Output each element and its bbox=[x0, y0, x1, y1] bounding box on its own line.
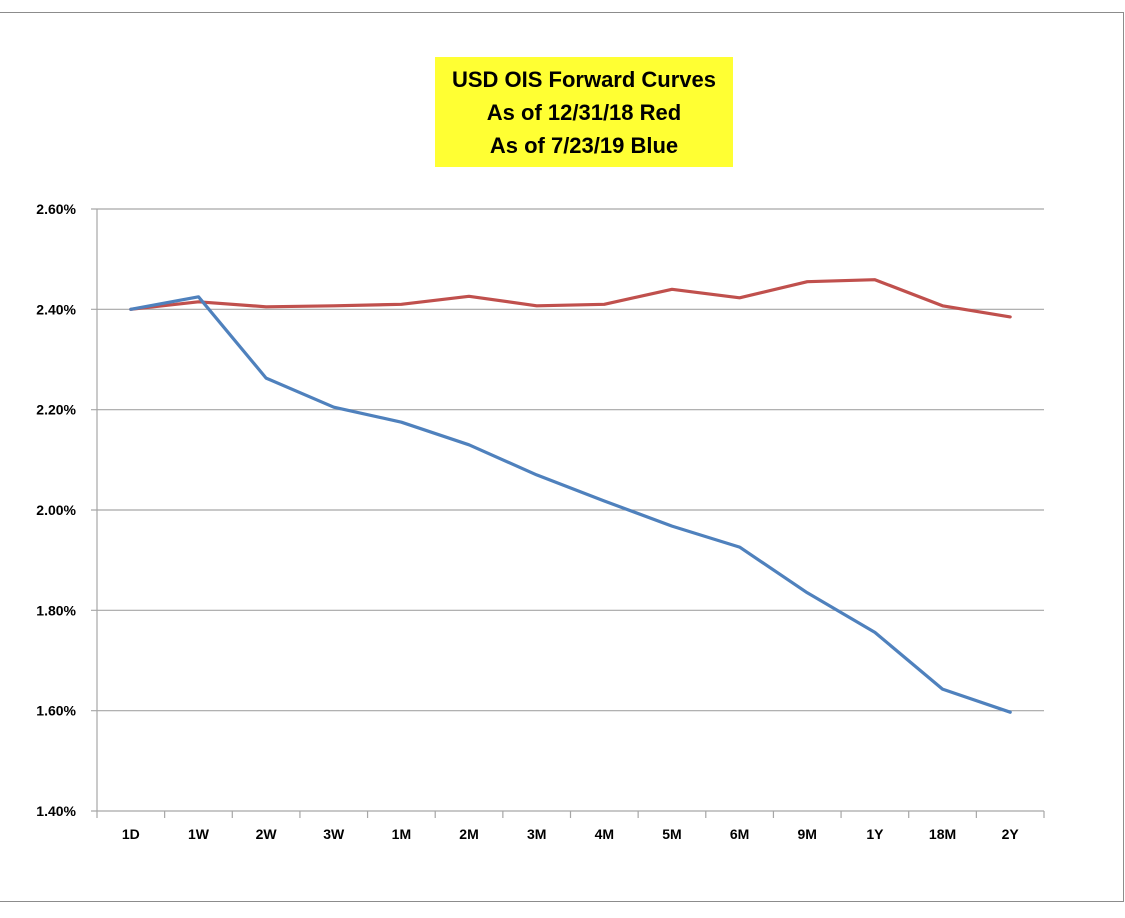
x-tick-label: 2W bbox=[256, 826, 278, 842]
x-tick-label: 1D bbox=[122, 826, 140, 842]
title-line-1: USD OIS Forward Curves bbox=[451, 67, 717, 92]
tick-labels: 1.40% 1.60% 1.80% 2.00% 2.20% 2.40% 2.60% 1D 1W 2… bbox=[36, 201, 1019, 842]
x-tick-label: 2Y bbox=[1002, 826, 1020, 842]
axes bbox=[96, 209, 1045, 818]
series-line-2 bbox=[129, 295, 1012, 714]
x-tick-label: 18M bbox=[929, 826, 956, 842]
chart-title: USD OIS Forward Curves As of 12/31/18 Re… bbox=[435, 57, 733, 167]
y-tick-label: 1.60% bbox=[36, 703, 76, 719]
x-tick-label: 2M bbox=[459, 826, 478, 842]
y-tick-label: 2.20% bbox=[36, 402, 76, 418]
x-tick-label: 1W bbox=[188, 826, 210, 842]
title-line-2: As of 12/31/18 Red bbox=[486, 100, 682, 125]
y-tick-label: 2.00% bbox=[36, 502, 76, 518]
y-tick-label: 2.40% bbox=[36, 301, 76, 317]
series-lines bbox=[129, 278, 1012, 714]
title-line-3: As of 7/23/19 Blue bbox=[489, 133, 679, 158]
x-tick-label: 9M bbox=[798, 826, 817, 842]
y-tick-label: 2.60% bbox=[36, 201, 76, 217]
x-tick-label: 6M bbox=[730, 826, 749, 842]
x-tick-label: 3W bbox=[323, 826, 345, 842]
x-tick-label: 4M bbox=[595, 826, 614, 842]
y-tick-label: 1.80% bbox=[36, 602, 76, 618]
y-tick-label: 1.40% bbox=[36, 803, 76, 819]
x-tick-label: 1Y bbox=[866, 826, 884, 842]
gridlines bbox=[91, 208, 1044, 812]
x-tick-label: 3M bbox=[527, 826, 546, 842]
x-tick-label: 1M bbox=[392, 826, 411, 842]
x-tick-label: 5M bbox=[662, 826, 681, 842]
series-line-1 bbox=[129, 278, 1012, 319]
